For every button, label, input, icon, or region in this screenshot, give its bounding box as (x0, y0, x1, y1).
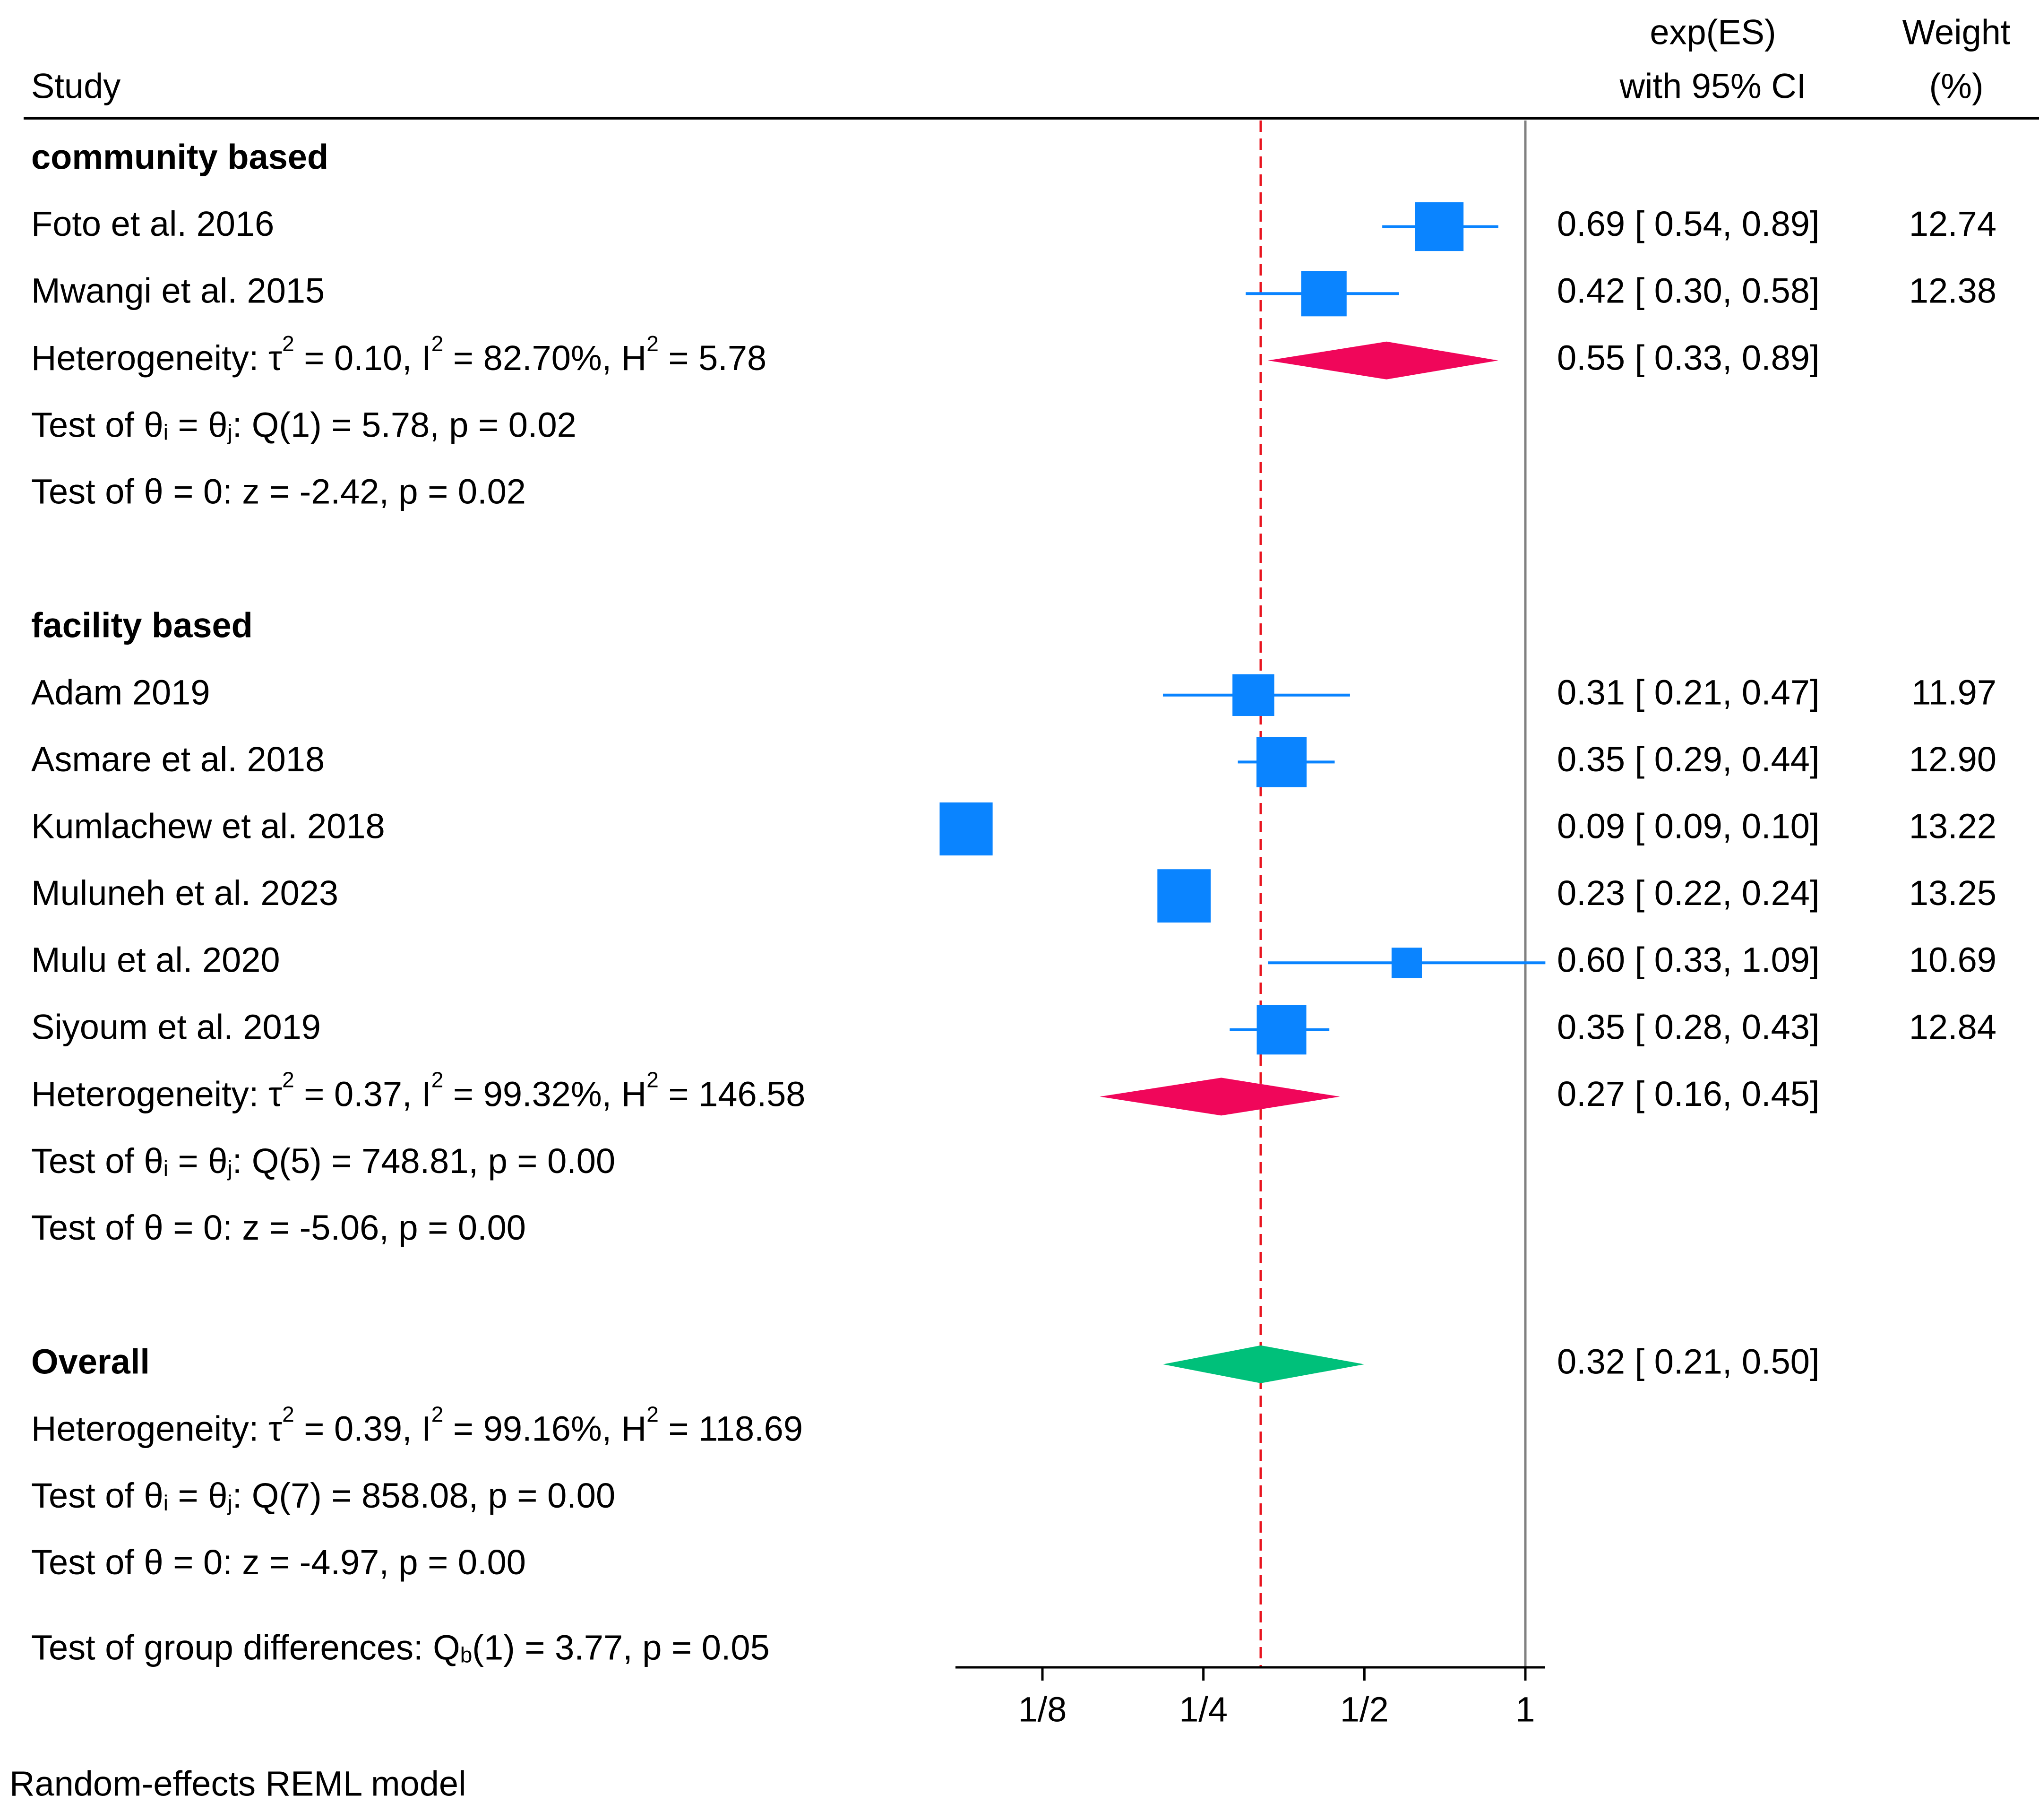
header-es-line1: exp(ES) (1650, 13, 1776, 52)
group-q-text: Test of θi = θj: Q(1) = 5.78, p = 0.02 (31, 405, 576, 445)
group-z-text: Test of θ = 0: z = -5.06, p = 0.00 (31, 1208, 526, 1247)
study-row: Muluneh et al. 2023 0.23 [ 0.22, 0.24] 13.… (31, 869, 1996, 923)
x-tick-label: 1 (1515, 1690, 1535, 1729)
header-weight-line1: Weight (1902, 13, 2011, 52)
overall-het-text: Heterogeneity: τ2 = 0.39, I2 = 99.16%, H… (31, 1402, 803, 1448)
reference-lines (1259, 121, 1527, 1667)
header-es-line2: with 95% CI (1619, 67, 1807, 106)
study-weight: 12.84 (1909, 1007, 1996, 1046)
study-marker (939, 802, 993, 856)
study-es-ci: 0.60 [ 0.33, 1.09] (1557, 940, 1819, 980)
study-es-ci: 0.09 [ 0.09, 0.10] (1557, 807, 1819, 846)
x-tick-label: 1/8 (1018, 1690, 1067, 1729)
study-marker (1232, 674, 1274, 716)
group-label: facility based (31, 606, 253, 645)
study-row: Siyoum et al. 2019 0.35 [ 0.28, 0.43] 12.8… (31, 1005, 1996, 1055)
study-weight: 12.74 (1909, 204, 1996, 243)
subgroup-es-ci: 0.55 [ 0.33, 0.89] (1557, 338, 1819, 377)
group-q-text: Test of θi = θj: Q(5) = 748.81, p = 0.00 (31, 1141, 615, 1181)
study-row: Foto et al. 2016 0.69 [ 0.54, 0.89] 12.74 (31, 202, 1996, 251)
study-es-ci: 0.31 [ 0.21, 0.47] (1557, 673, 1819, 712)
study-row: Adam 2019 0.31 [ 0.21, 0.47] 11.97 (31, 673, 1996, 716)
overall-q-text: Test of θi = θj: Q(7) = 858.08, p = 0.00 (31, 1476, 615, 1516)
group-het-text: Heterogeneity: τ2 = 0.10, I2 = 82.70%, H… (31, 331, 766, 377)
overall-es-ci: 0.32 [ 0.21, 0.50] (1557, 1342, 1819, 1381)
study-weight: 11.97 (1911, 673, 1996, 712)
study-weight: 13.22 (1909, 807, 1996, 846)
x-tick-label: 1/2 (1340, 1690, 1389, 1729)
subgroup-es-ci: 0.27 [ 0.16, 0.45] (1557, 1074, 1819, 1113)
study-row: Kumlachew et al. 2018 0.09 [ 0.09, 0.10] 1… (31, 802, 1996, 856)
group-het-text: Heterogeneity: τ2 = 0.37, I2 = 99.32%, H… (31, 1068, 805, 1113)
study-name: Adam 2019 (31, 673, 210, 712)
study-marker (1256, 737, 1307, 787)
study-es-ci: 0.23 [ 0.22, 0.24] (1557, 873, 1819, 913)
study-marker (1415, 202, 1464, 251)
study-marker (1391, 948, 1422, 978)
study-name: Mwangi et al. 2015 (31, 271, 325, 311)
x-axis: 1/8 1/4 1/2 1 (955, 1666, 1545, 1729)
study-es-ci: 0.35 [ 0.28, 0.43] (1557, 1007, 1819, 1046)
study-name: Mulu et al. 2020 (31, 940, 280, 980)
study-weight: 10.69 (1909, 940, 1996, 980)
study-marker (1157, 869, 1211, 923)
study-es-ci: 0.35 [ 0.29, 0.44] (1557, 740, 1819, 779)
study-row: Mulu et al. 2020 0.60 [ 0.33, 1.09] 10.69 (31, 940, 1996, 980)
x-tick-label: 1/4 (1179, 1690, 1228, 1729)
study-name: Siyoum et al. 2019 (31, 1007, 321, 1046)
subgroup-diamond (1100, 1078, 1340, 1116)
header-weight-line2: (%) (1929, 67, 1983, 106)
study-row: Mwangi et al. 2015 0.42 [ 0.30, 0.58] 12.3… (31, 271, 1996, 317)
header-study: Study (31, 67, 120, 106)
group-z-text: Test of θ = 0: z = -2.42, p = 0.02 (31, 472, 526, 511)
study-weight: 12.38 (1909, 271, 1996, 311)
overall-z-text: Test of θ = 0: z = -4.97, p = 0.00 (31, 1543, 526, 1582)
group-differences-text: Test of group differences: Qb(1) = 3.77,… (31, 1628, 770, 1667)
study-es-ci: 0.42 [ 0.30, 0.58] (1557, 271, 1819, 311)
study-weight: 13.25 (1909, 873, 1996, 913)
footnote: Random-effects REML model (9, 1764, 466, 1803)
study-weight: 12.90 (1909, 740, 1996, 779)
study-name: Kumlachew et al. 2018 (31, 807, 385, 846)
study-marker (1301, 271, 1347, 317)
overall-label: Overall (31, 1342, 150, 1381)
study-row: Asmare et al. 2018 0.35 [ 0.29, 0.44] 12.9… (31, 737, 1996, 787)
group-label: community based (31, 138, 328, 177)
study-name: Muluneh et al. 2023 (31, 873, 338, 913)
study-name: Foto et al. 2016 (31, 204, 274, 243)
study-es-ci: 0.69 [ 0.54, 0.89] (1557, 204, 1819, 243)
study-marker (1256, 1005, 1307, 1055)
study-name: Asmare et al. 2018 (31, 740, 325, 779)
overall-diamond (1162, 1345, 1365, 1383)
subgroup-diamond (1268, 341, 1498, 380)
